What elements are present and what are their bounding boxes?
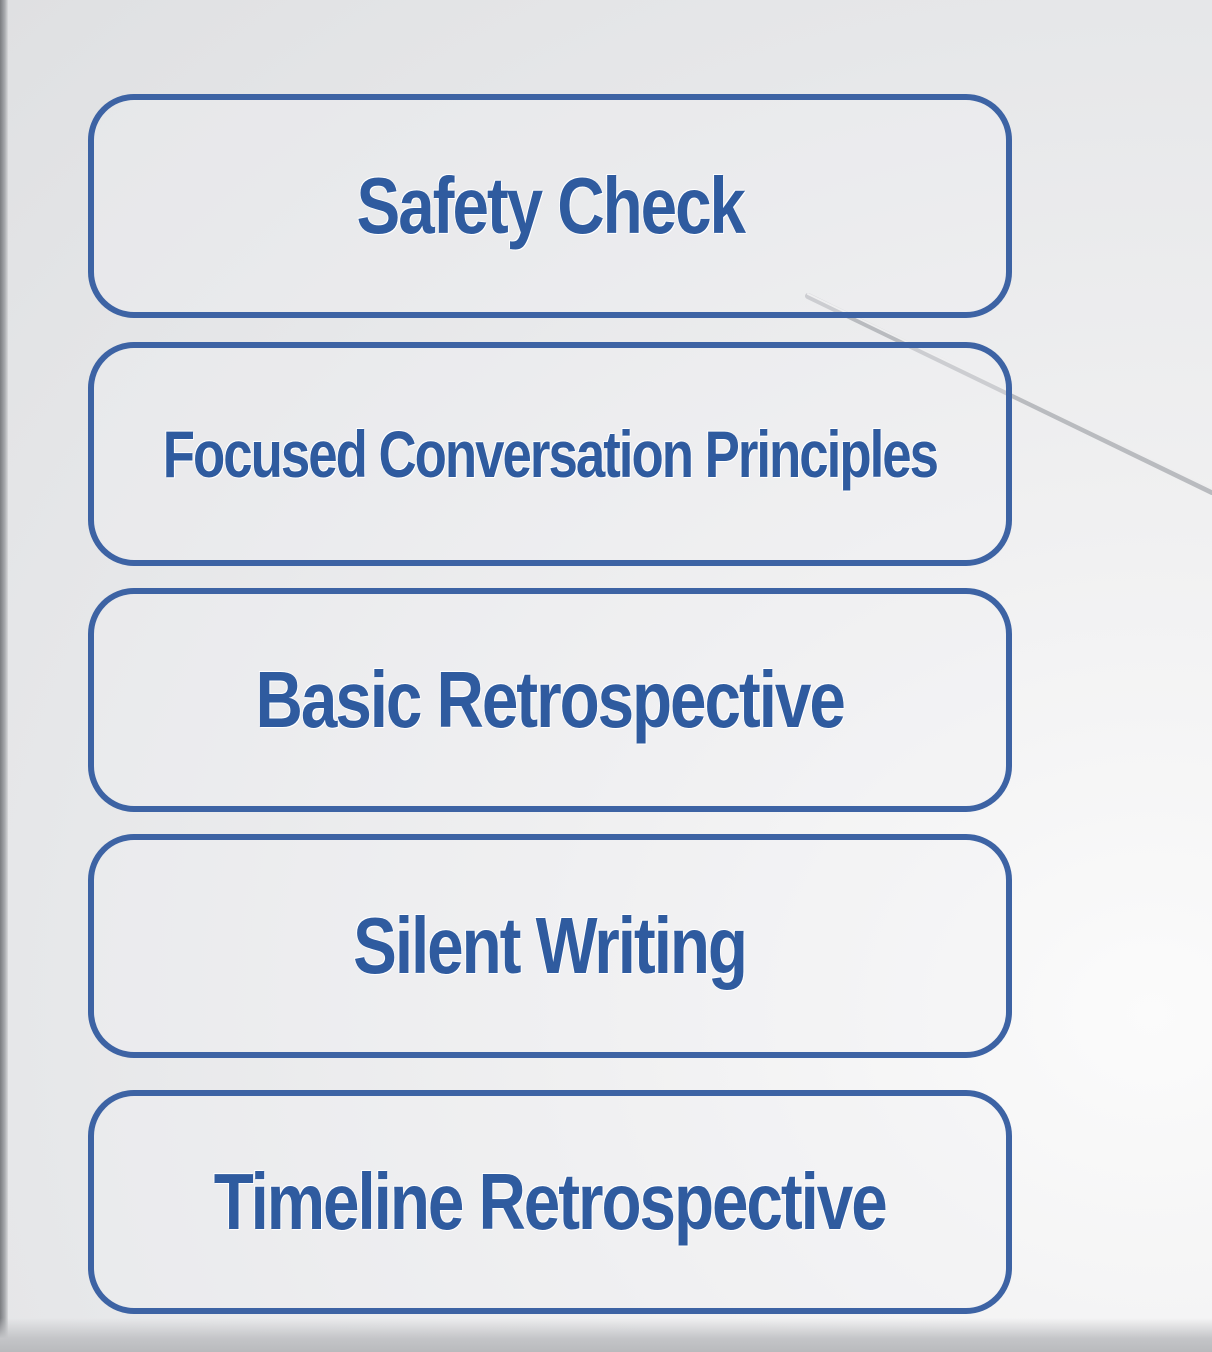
left-edge-bar [0, 0, 8, 1352]
step-box-focused-conversation-principles[interactable]: Focused Conversation Principles [88, 342, 1012, 566]
step-label: Silent Writing [353, 901, 749, 990]
step-box-silent-writing[interactable]: Silent Writing [88, 834, 1012, 1058]
bottom-shade [0, 1318, 1212, 1352]
step-box-safety-check[interactable]: Safety Check [88, 94, 1012, 318]
step-label: Basic Retrospective [255, 655, 846, 744]
step-box-basic-retrospective[interactable]: Basic Retrospective [88, 588, 1012, 812]
step-label: Safety Check [356, 161, 745, 250]
step-box-timeline-retrospective[interactable]: Timeline Retrospective [88, 1090, 1012, 1314]
step-label: Timeline Retrospective [214, 1157, 888, 1246]
step-label: Focused Conversation Principles [162, 417, 939, 491]
